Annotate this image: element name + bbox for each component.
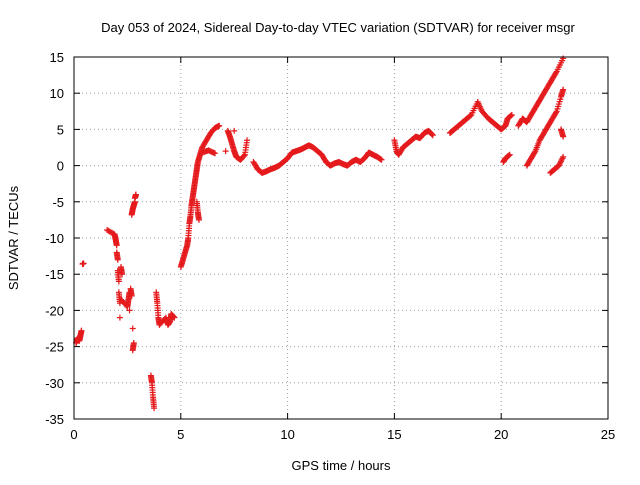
x-tick-label: 25 xyxy=(601,427,615,442)
y-tick-label: -15 xyxy=(45,267,64,282)
data-point xyxy=(535,99,542,106)
data-point xyxy=(243,139,250,146)
data-point xyxy=(505,152,512,159)
data-point xyxy=(557,96,564,103)
data-point xyxy=(506,152,513,159)
data-point xyxy=(231,127,238,134)
y-tick-label: -10 xyxy=(45,231,64,246)
y-tick-label: 10 xyxy=(50,86,64,101)
data-point xyxy=(130,341,137,348)
data-point xyxy=(548,117,555,124)
data-point xyxy=(559,132,566,139)
data-point xyxy=(552,110,559,117)
data-point xyxy=(206,132,213,139)
x-tick-label: 15 xyxy=(387,427,401,442)
data-point xyxy=(531,149,538,156)
data-point xyxy=(539,92,546,99)
y-tick-label: 5 xyxy=(57,122,64,137)
data-point xyxy=(398,146,405,153)
x-tick-label: 0 xyxy=(70,427,77,442)
data-point xyxy=(559,155,566,162)
data-point xyxy=(428,130,435,137)
data-point xyxy=(429,131,436,138)
data-point xyxy=(241,152,248,159)
data-point xyxy=(543,85,550,92)
data-point xyxy=(377,156,384,163)
data-point xyxy=(548,78,555,85)
data-point xyxy=(240,153,247,160)
data-point xyxy=(170,314,177,321)
data-point xyxy=(118,269,125,276)
data-point xyxy=(553,69,560,76)
data-point xyxy=(552,70,559,77)
data-point xyxy=(128,291,135,298)
y-tick-label: -25 xyxy=(45,340,64,355)
x-tick-label: 20 xyxy=(494,427,508,442)
y-axis-label: SDTVAR / TECUs xyxy=(6,185,21,290)
data-point xyxy=(539,132,546,139)
x-tick-label: 10 xyxy=(280,427,294,442)
data-point xyxy=(78,328,85,335)
data-point xyxy=(114,255,121,262)
data-point xyxy=(150,403,157,410)
y-tick-label: -5 xyxy=(52,195,64,210)
data-point xyxy=(126,307,133,314)
data-point xyxy=(321,156,328,163)
data-point xyxy=(222,148,229,155)
data-point xyxy=(195,215,202,222)
axis-ticks: 0 5 10 15 20 25 -35 -30 -25 -20 -15 -10 -5 0 5 10 15 xyxy=(45,50,615,442)
y-tick-label: 15 xyxy=(50,50,64,65)
data-point xyxy=(466,113,473,120)
chart-title: Day 053 of 2024, Sidereal Day-to-day VTE… xyxy=(101,20,575,35)
x-axis-label: GPS time / hours xyxy=(292,458,391,473)
data-point xyxy=(535,139,542,146)
data-point xyxy=(526,157,533,164)
data-point xyxy=(559,57,566,64)
data-point xyxy=(483,113,490,120)
y-tick-label: -35 xyxy=(45,412,64,427)
data-point xyxy=(215,123,222,130)
y-tick-label: 0 xyxy=(57,159,64,174)
data-point xyxy=(530,107,537,114)
data-point xyxy=(132,192,139,199)
grid-lines xyxy=(74,57,608,419)
data-point xyxy=(507,113,514,120)
data-point xyxy=(526,114,533,121)
data-point xyxy=(508,112,515,119)
data-point xyxy=(80,260,87,267)
data-point xyxy=(559,87,566,94)
data-point xyxy=(543,125,550,132)
data-point xyxy=(553,109,560,116)
data-point xyxy=(253,163,260,170)
data-point xyxy=(116,314,123,321)
x-tick-label: 5 xyxy=(177,427,184,442)
data-point xyxy=(129,325,136,332)
data-point xyxy=(115,276,122,283)
y-tick-label: -30 xyxy=(45,376,64,391)
data-point xyxy=(202,139,209,146)
data-points xyxy=(73,55,567,412)
data-point xyxy=(530,150,537,157)
data-point xyxy=(113,241,120,248)
data-point xyxy=(210,149,217,156)
y-tick-label: -20 xyxy=(45,303,64,318)
